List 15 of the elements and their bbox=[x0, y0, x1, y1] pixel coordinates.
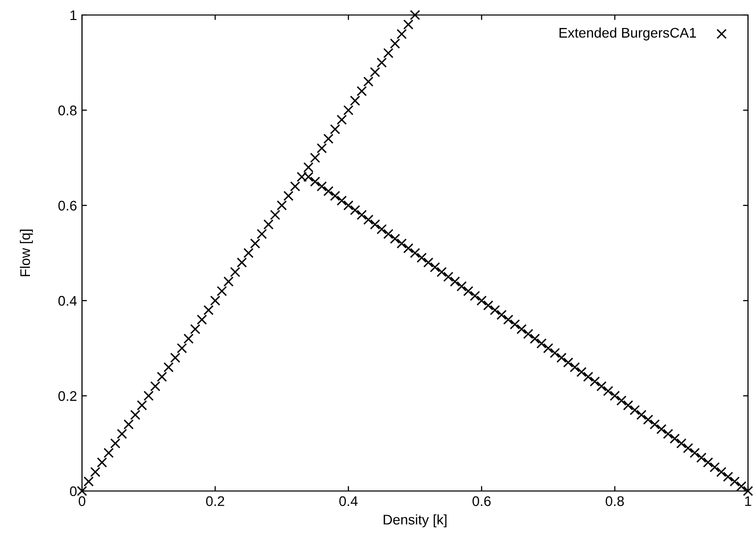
legend-label: Extended BurgersCA1 bbox=[560, 28, 696, 40]
y-axis-title: Flow [q] bbox=[20, 230, 33, 276]
x-tick-label: 0.4 bbox=[339, 496, 358, 506]
x-tick-label: 1 bbox=[745, 496, 752, 506]
y-tick-label: 0.2 bbox=[58, 391, 76, 401]
x-axis-title: Density [k] bbox=[384, 514, 446, 528]
x-tick-label: 0.6 bbox=[472, 496, 491, 506]
y-tick-label: 0.4 bbox=[58, 296, 77, 306]
y-tick-label: 1 bbox=[70, 10, 76, 20]
x-tick-label: 0.2 bbox=[206, 496, 224, 506]
x-tick-label: 0 bbox=[78, 496, 86, 506]
x-tick-label: 0.8 bbox=[606, 496, 624, 506]
y-tick-label: 0.8 bbox=[58, 106, 77, 116]
y-tick-label: 0.6 bbox=[58, 200, 77, 211]
y-tick-label: 0 bbox=[70, 486, 77, 496]
